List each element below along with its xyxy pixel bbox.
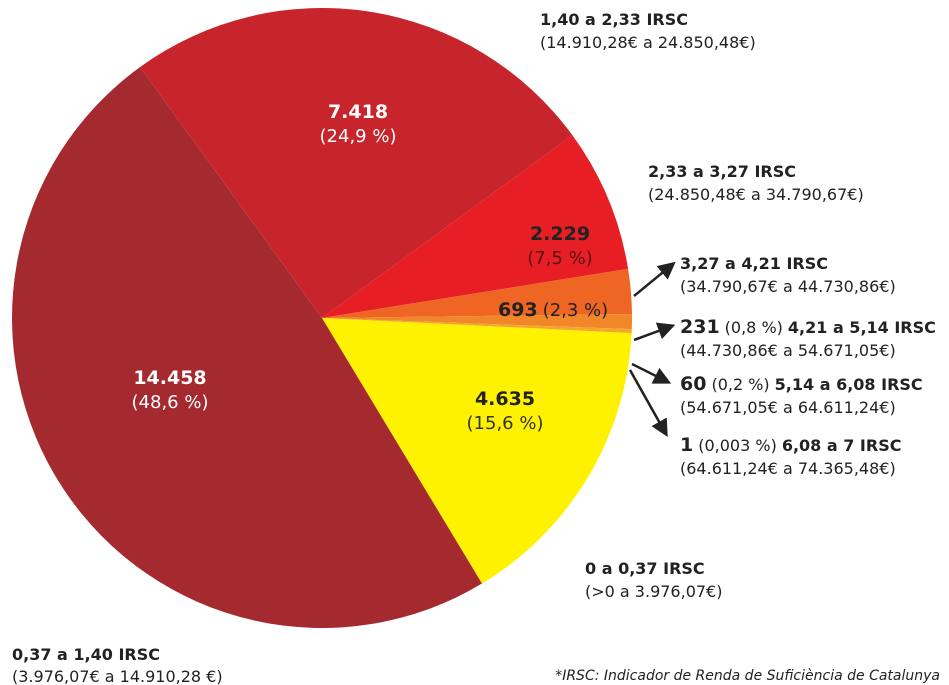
slice-label: (44.730,86€ a 54.671,05€): [680, 341, 896, 360]
category-label: 1,40 a 2,33 IRSC: [540, 10, 688, 29]
range-label: (44.730,86€ a 54.671,05€): [680, 341, 896, 360]
category-label: 5,14 a 6,08 IRSC: [775, 375, 923, 394]
value-label: 231: [680, 316, 720, 338]
range-label: (54.671,05€ a 64.611,24€): [680, 398, 896, 417]
range-label: (>0 a 3.976,07€): [585, 582, 722, 601]
slice-label: 60 (0,2 %) 5,14 a 6,08 IRSC: [680, 373, 923, 395]
slice-label: (54.671,05€ a 64.611,24€): [680, 398, 896, 417]
slice-label: 0,37 a 1,40 IRSC: [12, 645, 160, 664]
slice-label: 7.418: [328, 101, 388, 123]
slice-label: 4.635: [475, 388, 535, 410]
value-label: 7.418: [328, 101, 388, 123]
category-label: 2,33 a 3,27 IRSC: [648, 162, 796, 181]
slice-label: 0 a 0,37 IRSC: [585, 559, 705, 578]
value-label: 4.635: [475, 388, 535, 410]
slice-label: 3,27 a 4,21 IRSC: [680, 254, 828, 273]
value-label: 14.458: [133, 367, 206, 389]
pie-slice: [322, 318, 632, 334]
value-label: 2.229: [530, 223, 590, 245]
percent-label: (7,5 %): [527, 248, 593, 269]
slice-label: (64.611,24€ a 74.365,48€): [680, 459, 896, 478]
slice-label: 1 (0,003 %) 6,08 a 7 IRSC: [680, 434, 901, 456]
pie-slice: [11, 67, 482, 629]
pie: [11, 7, 632, 629]
percent-label: (2,3 %): [543, 300, 609, 321]
percent-label: (15,6 %): [467, 413, 544, 434]
slice-label: 231 (0,8 %) 4,21 a 5,14 IRSC: [680, 316, 936, 338]
slice-label: 693 (2,3 %): [498, 299, 608, 321]
pie-slice: [322, 318, 632, 334]
labels: 4.635 (15,6 %) 0 a 0,37 IRSC (>0 a 3.976,07…: [12, 10, 936, 685]
slice-label: (3.976,07€ a 14.910,28 €): [12, 667, 223, 685]
percent-label: (0,8 %): [725, 318, 783, 337]
percent-label: (0,2 %): [711, 375, 769, 394]
range-label: (24.850,48€ a 34.790,67€): [648, 185, 864, 204]
pie-slice: [139, 7, 573, 318]
slice-label: (15,6 %): [467, 413, 544, 434]
arrow: [628, 369, 668, 438]
slice-label: (24.850,48€ a 34.790,67€): [648, 185, 864, 204]
slice-label: (14.910,28€ a 24.850,48€): [540, 33, 756, 52]
range-label: (14.910,28€ a 24.850,48€): [540, 33, 756, 52]
range-label: (34.790,67€ a 44.730,86€): [680, 277, 896, 296]
value-label: 693: [498, 299, 538, 321]
slice-label: 1,40 a 2,33 IRSC: [540, 10, 688, 29]
arrow: [631, 362, 672, 384]
percent-label: (24,9 %): [320, 126, 397, 147]
category-label: 3,27 a 4,21 IRSC: [680, 254, 828, 273]
slice-label: (>0 a 3.976,07€): [585, 582, 722, 601]
arrow: [633, 261, 676, 297]
category-label: 0,37 a 1,40 IRSC: [12, 645, 160, 664]
value-label: 60: [680, 373, 706, 395]
arrow: [633, 322, 676, 342]
value-label: 1: [680, 434, 693, 456]
slice-label: 2,33 a 3,27 IRSC: [648, 162, 796, 181]
pie-slice: [322, 318, 632, 584]
slice-label: (48,6 %): [132, 392, 209, 413]
pie-slice: [322, 314, 632, 330]
slice-label: (24,9 %): [320, 126, 397, 147]
category-label: 6,08 a 7 IRSC: [782, 436, 902, 455]
range-label: (3.976,07€ a 14.910,28 €): [12, 667, 223, 685]
slice-label: (34.790,67€ a 44.730,86€): [680, 277, 896, 296]
slice-label: (7,5 %): [527, 248, 593, 269]
footnote: *IRSC: Indicador de Renda de Suficiència…: [555, 668, 940, 684]
percent-label: (0,003 %): [698, 436, 777, 455]
range-label: (64.611,24€ a 74.365,48€): [680, 459, 896, 478]
pie-slice: [322, 135, 629, 318]
category-label: 4,21 a 5,14 IRSC: [788, 318, 936, 337]
callout-arrows: [628, 261, 676, 438]
pie-slice: [322, 268, 632, 318]
category-label: 0 a 0,37 IRSC: [585, 559, 705, 578]
slice-label: 14.458: [133, 367, 206, 389]
percent-label: (48,6 %): [132, 392, 209, 413]
slice-label: 2.229: [530, 223, 590, 245]
